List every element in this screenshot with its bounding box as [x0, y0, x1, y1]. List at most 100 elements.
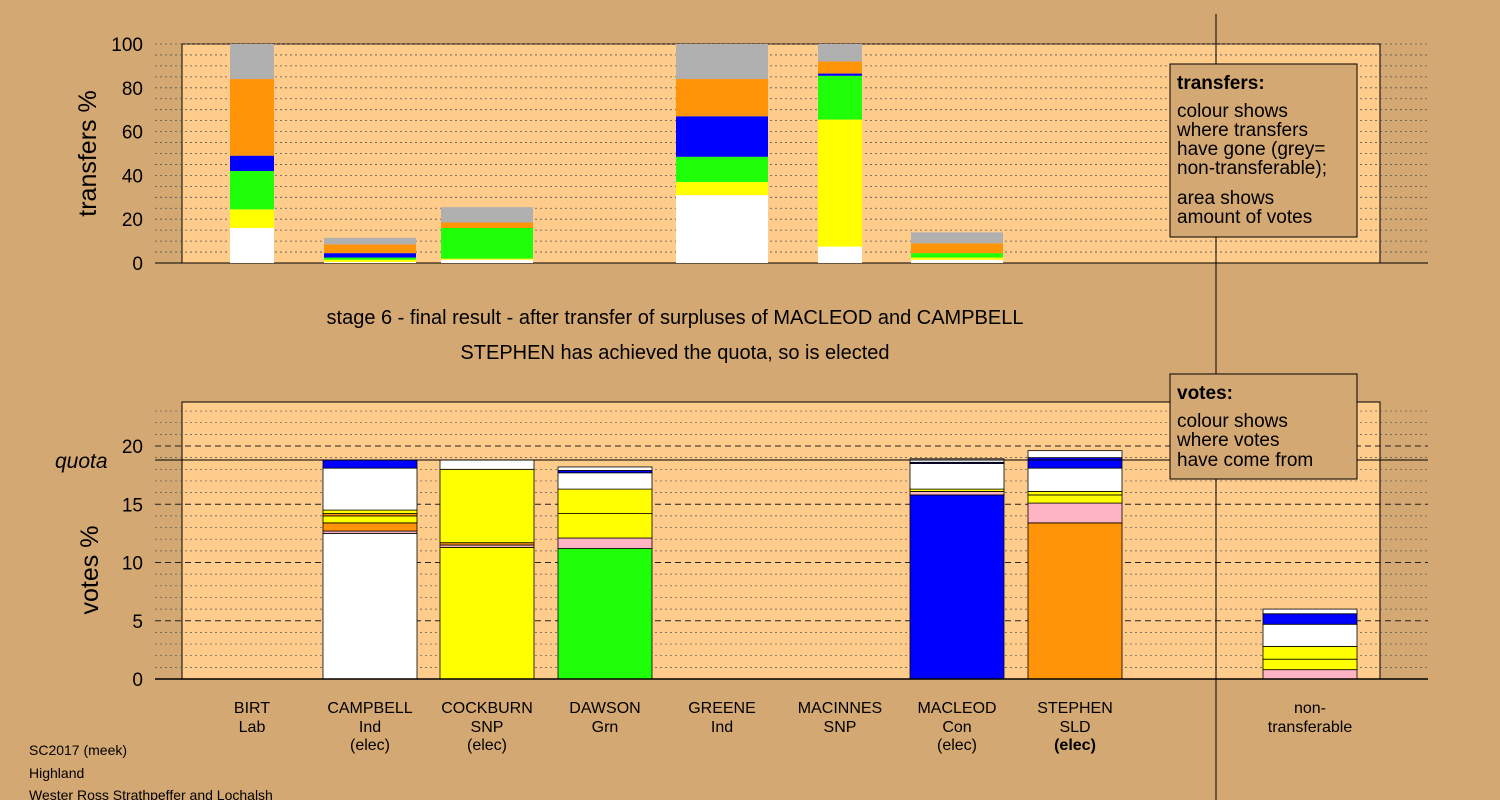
y-tick-label: 0	[132, 254, 143, 275]
y-tick-label: 40	[122, 166, 143, 187]
bar-stephen	[1027, 450, 1123, 680]
candidate-status: (elec)	[937, 737, 977, 754]
transfer-segment-cockburn	[441, 207, 533, 223]
votes-legend-line: colour shows	[1177, 411, 1288, 432]
transfer-segment-macleod	[911, 253, 1003, 258]
candidate-name: STEPHEN	[1037, 700, 1113, 717]
footer-line: Wester Ross Strathpeffer and Lochalsh	[29, 787, 273, 800]
vote-segment	[322, 467, 418, 511]
stage-title: stage 6 - final result - after transfer …	[327, 307, 1024, 329]
vote-segment	[1027, 502, 1123, 524]
vote-segment	[557, 537, 653, 549]
vote-segment	[909, 463, 1005, 490]
transfer-segment-macinnes	[818, 246, 862, 263]
candidate-status: (elec)	[467, 737, 507, 754]
transfer-segment-macinnes	[818, 119, 862, 247]
transfers-legend-line: have gone (grey=	[1177, 139, 1325, 160]
transfers-legend-line: amount of votes	[1177, 207, 1312, 228]
vote-segment	[322, 459, 418, 469]
vote-segment	[1027, 457, 1123, 469]
transfer-segment-campbell	[324, 259, 416, 262]
candidate-party: Lab	[239, 719, 266, 736]
transfer-segment-cockburn	[441, 258, 533, 260]
transfer-segment-birt	[230, 79, 274, 156]
transfer-segment-cockburn	[441, 227, 533, 259]
transfer-segment-macleod	[911, 259, 1003, 263]
vote-segment	[322, 522, 418, 532]
vote-segment	[1262, 608, 1358, 615]
candidate-party: transferable	[1268, 719, 1353, 736]
transfer-segment-macinnes	[818, 44, 862, 62]
y-axis-label: votes %	[76, 526, 104, 615]
vote-segment	[1262, 645, 1358, 660]
bar-dawson	[557, 466, 653, 680]
vote-segment	[557, 548, 653, 680]
footer-line: Highland	[29, 765, 84, 781]
transfer-segment-macleod	[911, 257, 1003, 260]
candidate-name: MACINNES	[798, 700, 882, 717]
transfer-segment-campbell	[324, 244, 416, 254]
transfer-segment-macleod	[911, 243, 1003, 254]
transfer-segment-campbell	[324, 253, 416, 258]
vote-segment	[1027, 494, 1123, 504]
votes-legend-line: where votes	[1176, 430, 1279, 451]
transfers-legend-line: non-transferable);	[1177, 158, 1327, 179]
bar-macleod	[909, 458, 1005, 680]
quota-label: quota	[55, 450, 108, 473]
transfer-segment-birt	[230, 155, 274, 172]
candidate-party: Con	[942, 719, 971, 736]
transfer-segment-birt	[230, 171, 274, 210]
candidate-party: Ind	[711, 719, 733, 736]
transfers-legend-line: area shows	[1177, 188, 1274, 209]
y-tick-label: 60	[122, 123, 143, 144]
stage-subtitle: STEPHEN has achieved the quota, so is el…	[460, 342, 889, 364]
transfer-segment-campbell	[324, 261, 416, 263]
candidate-party: Ind	[359, 719, 381, 736]
transfer-segment-birt	[230, 44, 274, 80]
votes-legend-line: have come from	[1177, 450, 1313, 471]
y-tick-label: 20	[122, 437, 143, 458]
candidate-name: non-	[1294, 700, 1326, 717]
vote-segment	[439, 468, 535, 544]
transfer-segment-greene	[676, 156, 768, 182]
candidate-name: DAWSON	[569, 700, 640, 717]
candidate-name: GREENE	[688, 700, 756, 717]
footer: SC2017 (meek) Highland Wester Ross Strat…	[29, 742, 273, 800]
y-tick-label: 0	[132, 670, 143, 691]
y-tick-label: 10	[122, 554, 143, 575]
y-axis-label: transfers %	[74, 90, 102, 216]
transfer-segment-macinnes	[818, 61, 862, 74]
transfer-segment-macinnes	[818, 73, 862, 76]
vote-segment	[1027, 522, 1123, 680]
transfers-legend-title: transfers:	[1177, 73, 1265, 94]
bar-non	[1262, 608, 1358, 680]
y-tick-label: 15	[122, 495, 143, 516]
transfer-segment-birt	[230, 209, 274, 228]
transfer-segment-campbell	[324, 257, 416, 260]
candidate-status: (elec)	[1054, 737, 1096, 754]
candidate-name: COCKBURN	[441, 700, 533, 717]
vote-segment	[322, 509, 418, 514]
transfer-segment-cockburn	[441, 259, 533, 263]
transfer-segment-greene	[676, 195, 768, 263]
vote-segment	[909, 494, 1005, 680]
vote-segment	[1262, 623, 1358, 647]
vote-segment	[557, 466, 653, 471]
footer-line: SC2017 (meek)	[29, 742, 127, 758]
candidate-name: MACLEOD	[917, 700, 996, 717]
candidate-party: Grn	[592, 719, 619, 736]
candidate-party: SLD	[1059, 719, 1090, 736]
transfer-segment-greene	[676, 116, 768, 157]
candidate-status: (elec)	[350, 737, 390, 754]
candidate-name: BIRT	[234, 700, 270, 717]
y-tick-label: 80	[122, 79, 143, 100]
votes-legend: votes: colour shows where votes have com…	[1169, 373, 1358, 480]
bar-campbell	[322, 459, 418, 680]
vote-segment	[1027, 491, 1123, 496]
vote-segment	[557, 488, 653, 514]
transfer-segment-greene	[676, 79, 768, 117]
candidate-name: CAMPBELL	[327, 700, 412, 717]
transfer-segment-macinnes	[818, 75, 862, 120]
vote-segment	[322, 532, 418, 680]
